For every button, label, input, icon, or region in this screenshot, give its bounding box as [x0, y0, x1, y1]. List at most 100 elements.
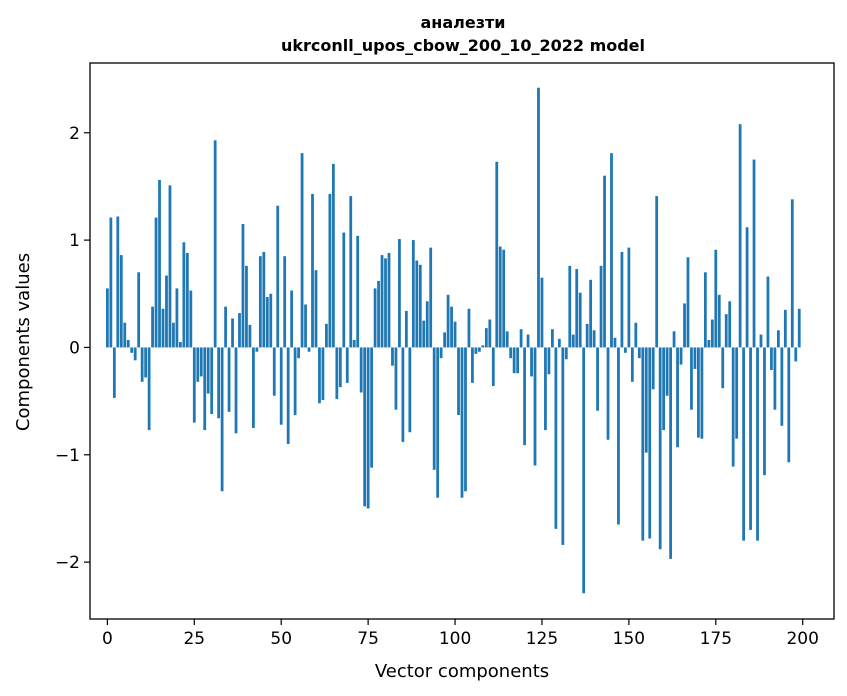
- bar: [578, 292, 582, 348]
- bar: [544, 347, 547, 431]
- bar: [276, 205, 280, 348]
- bar: [554, 347, 558, 529]
- bar: [307, 347, 311, 352]
- bar: [408, 347, 412, 433]
- bar: [690, 347, 693, 410]
- bar: [519, 329, 523, 348]
- bar: [589, 279, 593, 348]
- bar: [738, 124, 742, 348]
- bar: [345, 347, 349, 383]
- bar: [637, 347, 641, 359]
- bar: [745, 227, 749, 348]
- bar: [551, 329, 554, 348]
- bar: [516, 347, 520, 374]
- bar: [644, 347, 648, 453]
- bar: [380, 255, 384, 348]
- bar: [314, 270, 318, 348]
- bar: [130, 347, 134, 353]
- bar: [373, 288, 377, 348]
- bar: [394, 347, 398, 410]
- bar: [731, 347, 735, 467]
- bar: [787, 347, 791, 463]
- bar: [728, 301, 732, 348]
- y-axis-ticks: 2 1 0 −1 −2: [55, 124, 90, 573]
- bar: [255, 347, 259, 352]
- bar: [321, 347, 325, 401]
- bar: [304, 304, 307, 348]
- bar: [770, 347, 773, 370]
- bar: [693, 347, 697, 369]
- bar: [568, 265, 572, 348]
- bar: [227, 347, 231, 412]
- bar: [206, 347, 210, 394]
- bar: [710, 319, 714, 348]
- bar: [648, 347, 652, 539]
- x-axis-ticks: 0 25 50 75 100 125 150 175 200: [102, 619, 819, 649]
- bar: [752, 159, 756, 348]
- bar: [498, 246, 502, 348]
- y-tick-label: 0: [69, 338, 80, 358]
- bar: [356, 235, 360, 348]
- bar: [411, 240, 415, 348]
- bar: [742, 347, 745, 541]
- bar: [651, 347, 655, 390]
- bar: [641, 347, 645, 541]
- bar: [471, 347, 474, 383]
- bar: [279, 347, 283, 425]
- bar: [189, 290, 193, 348]
- bar: [165, 275, 168, 348]
- bar: [349, 196, 353, 348]
- bar: [144, 347, 148, 378]
- chart-title-line2: ukrconll_upos_cbow_200_10_2022 model: [281, 36, 645, 55]
- bar: [759, 334, 763, 348]
- bar: [231, 318, 234, 348]
- bar: [436, 347, 440, 498]
- bar: [547, 347, 551, 375]
- bar: [137, 272, 141, 348]
- bar: [630, 347, 634, 382]
- y-tick-label: 2: [69, 124, 80, 144]
- bar: [387, 252, 391, 348]
- bar: [283, 256, 287, 348]
- x-tick-label: 200: [786, 629, 818, 649]
- bar: [105, 288, 109, 348]
- bar: [526, 334, 530, 348]
- bar: [686, 257, 690, 348]
- bar: [425, 301, 429, 348]
- bar: [213, 140, 217, 348]
- bar: [776, 330, 780, 348]
- bar: [700, 347, 704, 439]
- plot-frame: [89, 62, 835, 620]
- bar: [585, 323, 589, 348]
- bar: [161, 308, 165, 348]
- bar: [557, 338, 561, 348]
- bar: [429, 247, 433, 348]
- bar: [610, 153, 613, 348]
- x-tick-label: 25: [183, 629, 205, 649]
- bar: [679, 347, 683, 365]
- bar: [783, 309, 787, 348]
- bar: [624, 347, 627, 353]
- x-axis-label: Vector components: [375, 661, 549, 682]
- bar: [453, 321, 457, 348]
- bar: [561, 347, 565, 545]
- bar: [172, 322, 175, 348]
- bar: [300, 153, 304, 348]
- x-tick-label: 75: [357, 629, 379, 649]
- bar: [391, 347, 394, 366]
- bar: [603, 175, 606, 348]
- bar: [119, 255, 123, 348]
- bar: [377, 280, 380, 348]
- bar: [293, 347, 297, 416]
- bar: [311, 193, 314, 348]
- bar: [265, 296, 269, 348]
- x-tick-label: 125: [526, 629, 558, 649]
- bar: [763, 347, 766, 476]
- bar: [662, 347, 666, 431]
- bar: [404, 310, 408, 348]
- bar: [460, 347, 464, 498]
- bar: [116, 216, 120, 348]
- bar: [224, 306, 227, 348]
- bar: [342, 232, 346, 348]
